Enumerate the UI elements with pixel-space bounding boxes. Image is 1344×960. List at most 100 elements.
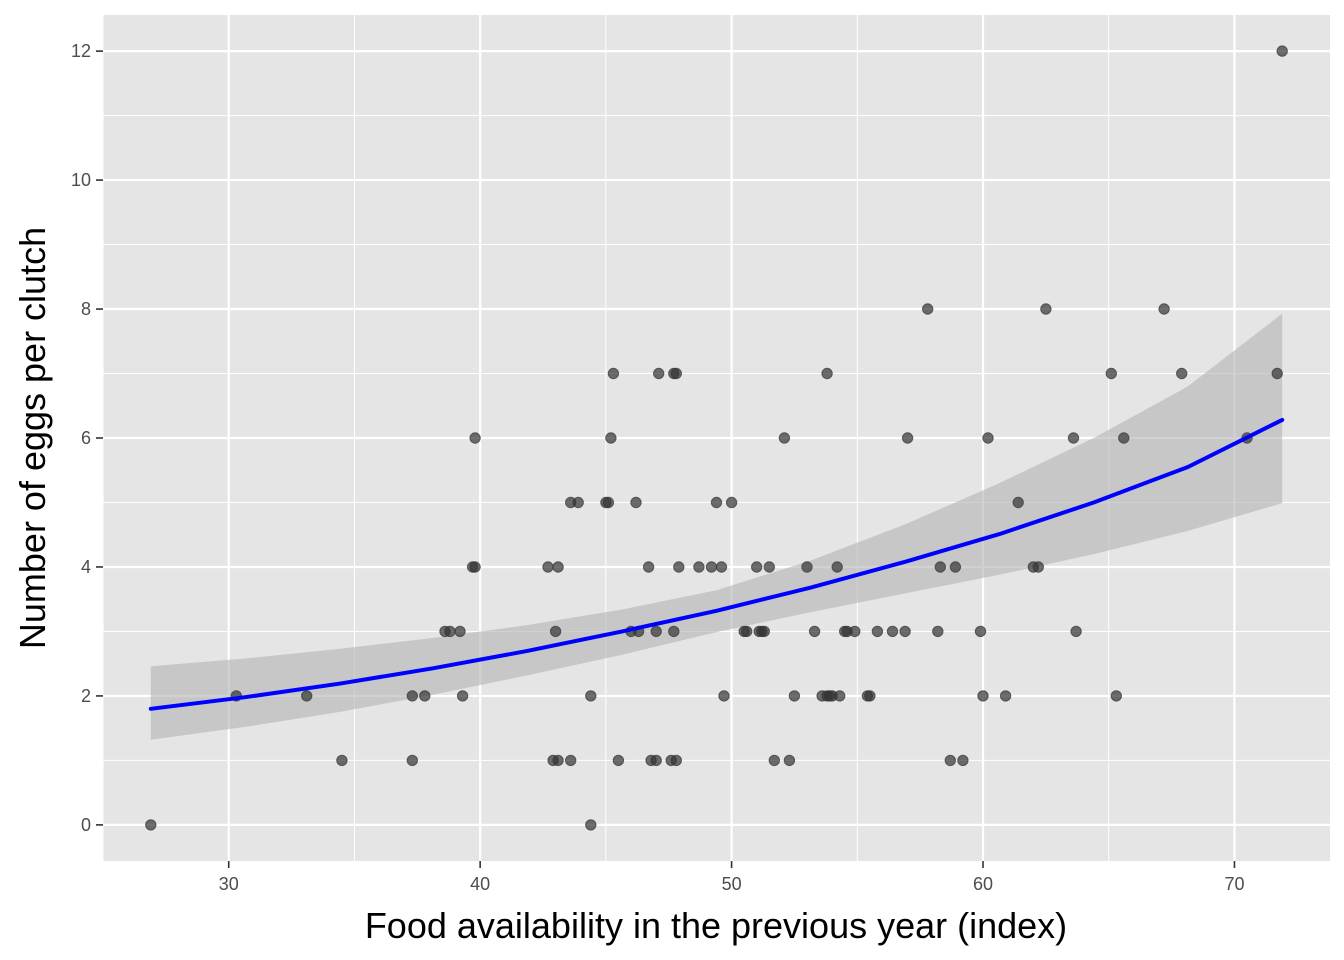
data-point — [768, 754, 780, 767]
confidence-ribbon — [150, 313, 1283, 740]
y-tick-label: 6 — [81, 428, 91, 448]
data-point — [932, 625, 944, 638]
data-points — [145, 45, 1288, 831]
data-point — [758, 625, 770, 638]
data-point — [668, 625, 680, 638]
data-point — [469, 432, 481, 444]
x-axis-title: Food availability in the previous year (… — [365, 905, 1067, 946]
data-point — [1105, 367, 1118, 380]
x-tick-label: 40 — [470, 874, 490, 894]
data-point — [693, 561, 705, 573]
data-point — [849, 625, 861, 638]
x-tick-label: 60 — [973, 874, 993, 894]
data-point — [406, 754, 418, 767]
data-point — [778, 432, 791, 444]
data-point — [831, 561, 843, 573]
data-point — [710, 496, 723, 509]
data-point — [922, 303, 934, 315]
y-tick-label: 10 — [71, 170, 91, 190]
data-point — [801, 561, 813, 573]
data-point — [585, 819, 597, 831]
data-point — [821, 367, 833, 380]
data-point — [301, 690, 313, 702]
data-point — [406, 690, 418, 702]
data-point — [642, 561, 655, 573]
data-point — [944, 754, 956, 767]
data-point — [783, 754, 796, 767]
data-point — [1118, 432, 1130, 444]
data-point — [542, 561, 554, 573]
data-point — [751, 561, 763, 573]
data-point — [552, 561, 564, 573]
data-point — [650, 754, 662, 767]
data-point — [612, 754, 625, 767]
data-point — [145, 819, 157, 831]
data-point — [653, 367, 665, 380]
data-point — [934, 561, 946, 573]
data-point — [808, 625, 821, 638]
y-tick-label: 12 — [71, 41, 91, 61]
data-point — [1176, 367, 1188, 380]
data-point — [572, 496, 584, 509]
x-tick-label: 50 — [722, 874, 742, 894]
data-point — [1276, 45, 1288, 57]
y-tick-label: 0 — [81, 815, 91, 835]
data-point — [1040, 303, 1052, 315]
data-point — [602, 496, 615, 509]
y-tick-label: 4 — [81, 557, 91, 577]
data-point — [1271, 367, 1283, 380]
data-point — [565, 754, 577, 767]
y-axis-title: Number of eggs per clutch — [12, 227, 53, 649]
y-tick-label: 2 — [81, 686, 91, 706]
data-point — [864, 690, 876, 702]
data-point — [1110, 690, 1123, 702]
data-point — [871, 625, 884, 638]
data-point — [552, 754, 564, 767]
data-point — [977, 690, 989, 702]
data-point — [1012, 496, 1024, 509]
axes: 30 40 50 60 70 0 2 4 6 8 10 12 — [71, 41, 1245, 894]
data-point — [788, 690, 801, 702]
data-point — [1067, 432, 1080, 444]
data-point — [585, 690, 597, 702]
data-point — [741, 625, 753, 638]
data-point — [982, 432, 994, 444]
data-point — [605, 432, 617, 444]
data-point — [763, 561, 775, 573]
data-point — [630, 496, 642, 509]
x-tick-label: 70 — [1224, 874, 1244, 894]
data-point — [607, 367, 620, 380]
data-point — [670, 754, 682, 767]
data-point — [715, 561, 728, 573]
data-point — [456, 690, 469, 702]
data-point — [1032, 561, 1045, 573]
y-tick-label: 8 — [81, 299, 91, 319]
fit-line — [148, 417, 1285, 711]
data-point — [1158, 303, 1170, 315]
data-point — [999, 690, 1012, 702]
data-point — [419, 690, 431, 702]
data-point — [454, 625, 466, 638]
data-point — [1070, 625, 1082, 638]
data-point — [650, 625, 662, 638]
data-point — [718, 690, 730, 702]
data-point — [949, 561, 962, 573]
data-point — [705, 561, 718, 573]
confidence-band — [150, 313, 1283, 740]
data-point — [886, 625, 899, 638]
data-point — [336, 754, 348, 767]
data-point — [444, 625, 456, 638]
data-point — [901, 432, 914, 444]
x-tick-label: 30 — [219, 874, 239, 894]
data-point — [673, 561, 685, 573]
data-point — [899, 625, 911, 638]
fit-line-layer — [148, 417, 1285, 711]
data-point — [834, 690, 846, 702]
data-point — [549, 625, 562, 638]
data-point — [957, 754, 969, 767]
data-point — [469, 561, 481, 573]
data-point — [725, 496, 738, 509]
data-point — [670, 367, 682, 380]
data-point — [974, 625, 987, 638]
